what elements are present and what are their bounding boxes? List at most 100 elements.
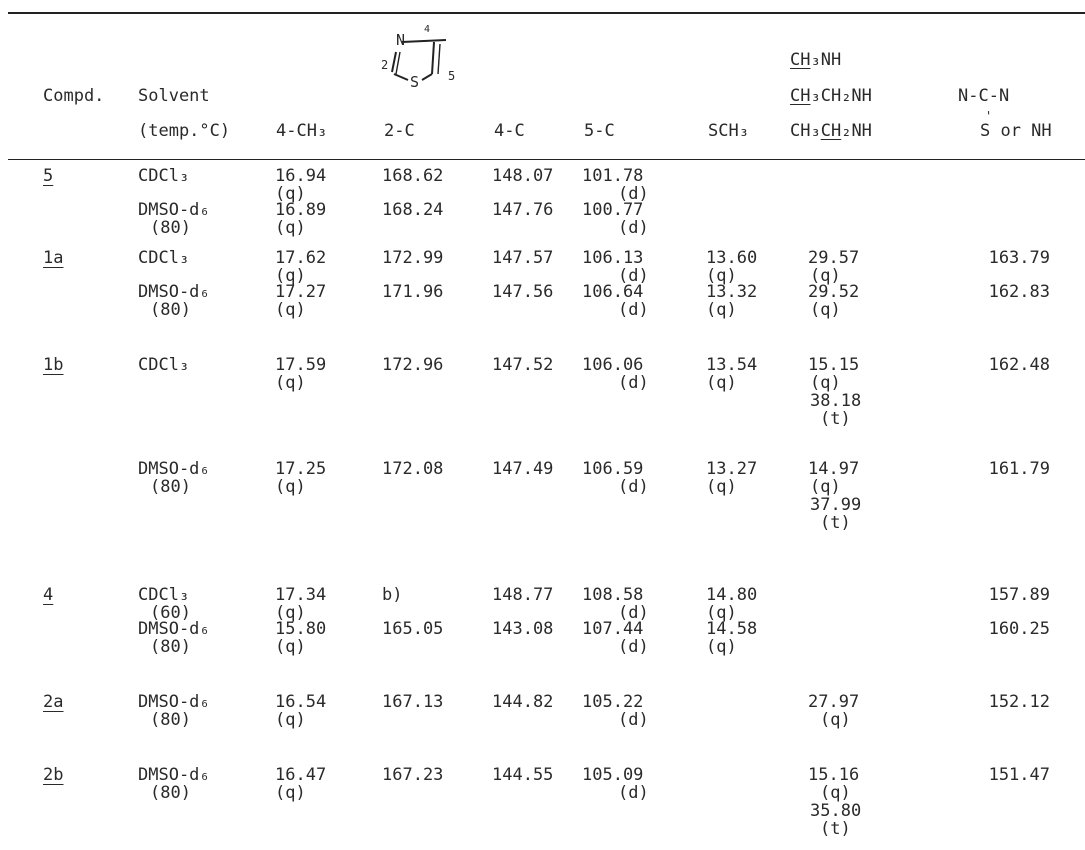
value-cell: 16.89 — [275, 200, 327, 220]
value-cell: 17.59 — [275, 355, 327, 375]
amine-underlined: CH — [790, 50, 811, 70]
value-cell: 160.25 — [988, 619, 1050, 639]
temperature: (80) — [150, 477, 191, 497]
value-cell: 147.52 — [492, 355, 554, 375]
value-cell: 144.55 — [492, 765, 554, 785]
thiazole-ring-structure: N S 2 4 5 — [374, 22, 464, 94]
value-cell: 13.32 — [706, 282, 758, 302]
value-cell: 17.27 — [275, 282, 327, 302]
multiplicity: (d) — [618, 373, 649, 393]
col-header-solvent: Solvent — [138, 86, 210, 106]
solvent: CDCl₃ — [138, 166, 190, 186]
value-cell: 13.60 — [706, 248, 758, 268]
compound-id: 2b — [43, 765, 64, 785]
value-cell: 163.79 — [988, 248, 1050, 268]
value-cell: 14.97 — [808, 459, 860, 479]
value-cell: 17.34 — [275, 585, 327, 605]
temperature: (80) — [150, 300, 191, 320]
value-cell: 152.12 — [988, 692, 1050, 712]
value-cell: 105.09 — [582, 765, 644, 785]
value-cell: 13.54 — [706, 355, 758, 375]
value-cell: 172.08 — [382, 459, 444, 479]
value-cell: 17.25 — [275, 459, 327, 479]
multiplicity: (q) — [275, 300, 306, 320]
multiplicity: (d) — [618, 300, 649, 320]
thiazole-position-5: 5 — [448, 69, 456, 83]
value-cell: 14.58 — [706, 619, 758, 639]
col-header-5-c: 5-C — [584, 121, 615, 141]
thiazole-position-2: 2 — [381, 58, 389, 72]
multiplicity: (q) — [275, 184, 306, 204]
multiplicity: (q) — [275, 373, 306, 393]
value-cell: 16.94 — [275, 166, 327, 186]
col-header-ncn: N-C-N — [958, 86, 1010, 106]
multiplicity: (q) — [810, 266, 841, 286]
col-header-4-c: 4-C — [494, 121, 525, 141]
solvent: CDCl₃ — [138, 585, 190, 605]
value-cell: 101.78 — [582, 166, 644, 186]
value-cell: 105.22 — [582, 692, 644, 712]
value-cell: 162.48 — [988, 355, 1050, 375]
multiplicity: (d) — [618, 477, 649, 497]
value-cell: 106.64 — [582, 282, 644, 302]
multiplicity: (q) — [275, 603, 306, 623]
value-cell: 165.05 — [382, 619, 444, 639]
value-cell: 29.57 — [808, 248, 860, 268]
compound-id: 1a — [43, 248, 64, 268]
multiplicity: (q) — [275, 266, 306, 286]
multiplicity: (q) — [275, 637, 306, 657]
solvent: DMSO-d₆ — [138, 765, 210, 785]
col-header-2-c: 2-C — [384, 121, 415, 141]
value-cell: 17.62 — [275, 248, 327, 268]
solvent: CDCl₃ — [138, 248, 190, 268]
multiplicity: (q) — [810, 477, 841, 497]
multiplicity: (q) — [706, 266, 737, 286]
value-cell: 15.16 — [808, 765, 860, 785]
value-cell: 100.77 — [582, 200, 644, 220]
temperature: (80) — [150, 637, 191, 657]
value-cell: 162.83 — [988, 282, 1050, 302]
solvent: CDCl₃ — [138, 355, 190, 375]
col-header-ch3nh: CH₃NH — [790, 50, 841, 70]
multiplicity: (q) — [810, 300, 841, 320]
col-header-4-ch3: 4-CH₃ — [276, 121, 328, 141]
multiplicity: (d) — [618, 710, 649, 730]
value-cell: 106.59 — [582, 459, 644, 479]
value-cell: 107.44 — [582, 619, 644, 639]
multiplicity: (q) — [706, 477, 737, 497]
value-cell: b) — [382, 585, 403, 605]
amine-rest: ₂NH — [841, 121, 872, 141]
value-cell: 147.56 — [492, 282, 554, 302]
solvent: DMSO-d₆ — [138, 200, 210, 220]
value-cell: 15.15 — [808, 355, 860, 375]
value-cell: 37.99 — [810, 495, 862, 515]
multiplicity: (q) — [706, 637, 737, 657]
thiazole-N-label: N — [396, 31, 406, 49]
multiplicity: (t) — [820, 819, 851, 839]
value-cell: 38.18 — [810, 391, 862, 411]
value-cell: 27.97 — [808, 692, 860, 712]
value-cell: 148.07 — [492, 166, 554, 186]
multiplicity: (q) — [820, 710, 851, 730]
value-cell: 143.08 — [492, 619, 554, 639]
thiazole-ring-drawing — [391, 39, 447, 81]
value-cell: 167.23 — [382, 765, 444, 785]
temperature: (80) — [150, 783, 191, 803]
col-header-sch3: SCH₃ — [708, 121, 749, 141]
table-header-rule — [8, 159, 1085, 160]
multiplicity: (q) — [275, 477, 306, 497]
multiplicity: (d) — [618, 184, 649, 204]
value-cell: 148.77 — [492, 585, 554, 605]
solvent: DMSO-d₆ — [138, 282, 210, 302]
value-cell: 13.27 — [706, 459, 758, 479]
col-header-ch3ch2nh-methyl: CH₃CH₂NH — [790, 86, 872, 106]
multiplicity: (d) — [618, 266, 649, 286]
multiplicity: (q) — [706, 603, 737, 623]
amine-rest: ₃CH₂NH — [810, 86, 872, 106]
multiplicity: (q) — [275, 783, 306, 803]
amine-underlined: CH — [820, 121, 842, 141]
temperature: (60) — [150, 603, 191, 623]
col-header-ch3ch2nh-methylene: CH₃CH₂NH — [790, 121, 872, 141]
table-top-rule — [8, 12, 1085, 14]
multiplicity: (q) — [275, 710, 306, 730]
